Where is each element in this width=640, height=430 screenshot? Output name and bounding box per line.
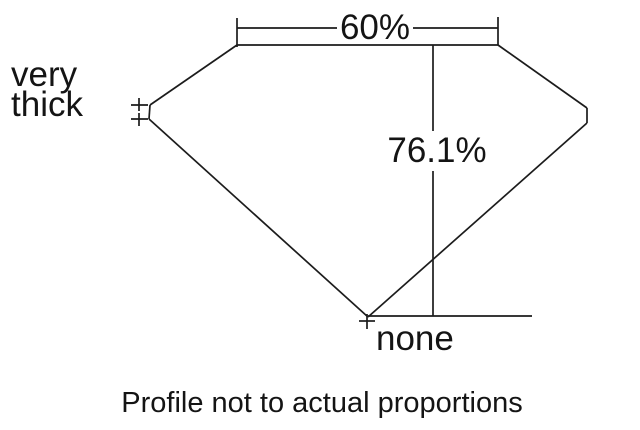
- crown-right-edge: [497, 44, 588, 109]
- pavilion-left-edge: [148, 118, 369, 318]
- girdle-bottom-tick-icon: [131, 113, 148, 126]
- culet-annotation: none: [359, 314, 454, 358]
- culet-label: none: [376, 319, 454, 358]
- diamond-outline: [148, 44, 588, 318]
- girdle-top-tick-icon: [131, 98, 148, 111]
- caption: Profile not to actual proportions: [121, 387, 522, 419]
- girdle-left-edge: [148, 104, 151, 120]
- table-width-dimension: 60%: [236, 8, 499, 47]
- total-depth-dimension: 76.1%: [368, 45, 532, 317]
- crown-left-edge: [149, 44, 238, 106]
- girdle-thickness-label-line2: thick: [11, 85, 83, 124]
- girdle-thickness-label-line1: very: [11, 55, 78, 94]
- girdle-thickness-annotation: very thick: [11, 55, 148, 126]
- table-width-value: 60%: [340, 8, 410, 47]
- pavilion-right-edge: [367, 122, 588, 318]
- total-depth-value: 76.1%: [387, 131, 486, 170]
- culet-cross-icon: [359, 314, 375, 329]
